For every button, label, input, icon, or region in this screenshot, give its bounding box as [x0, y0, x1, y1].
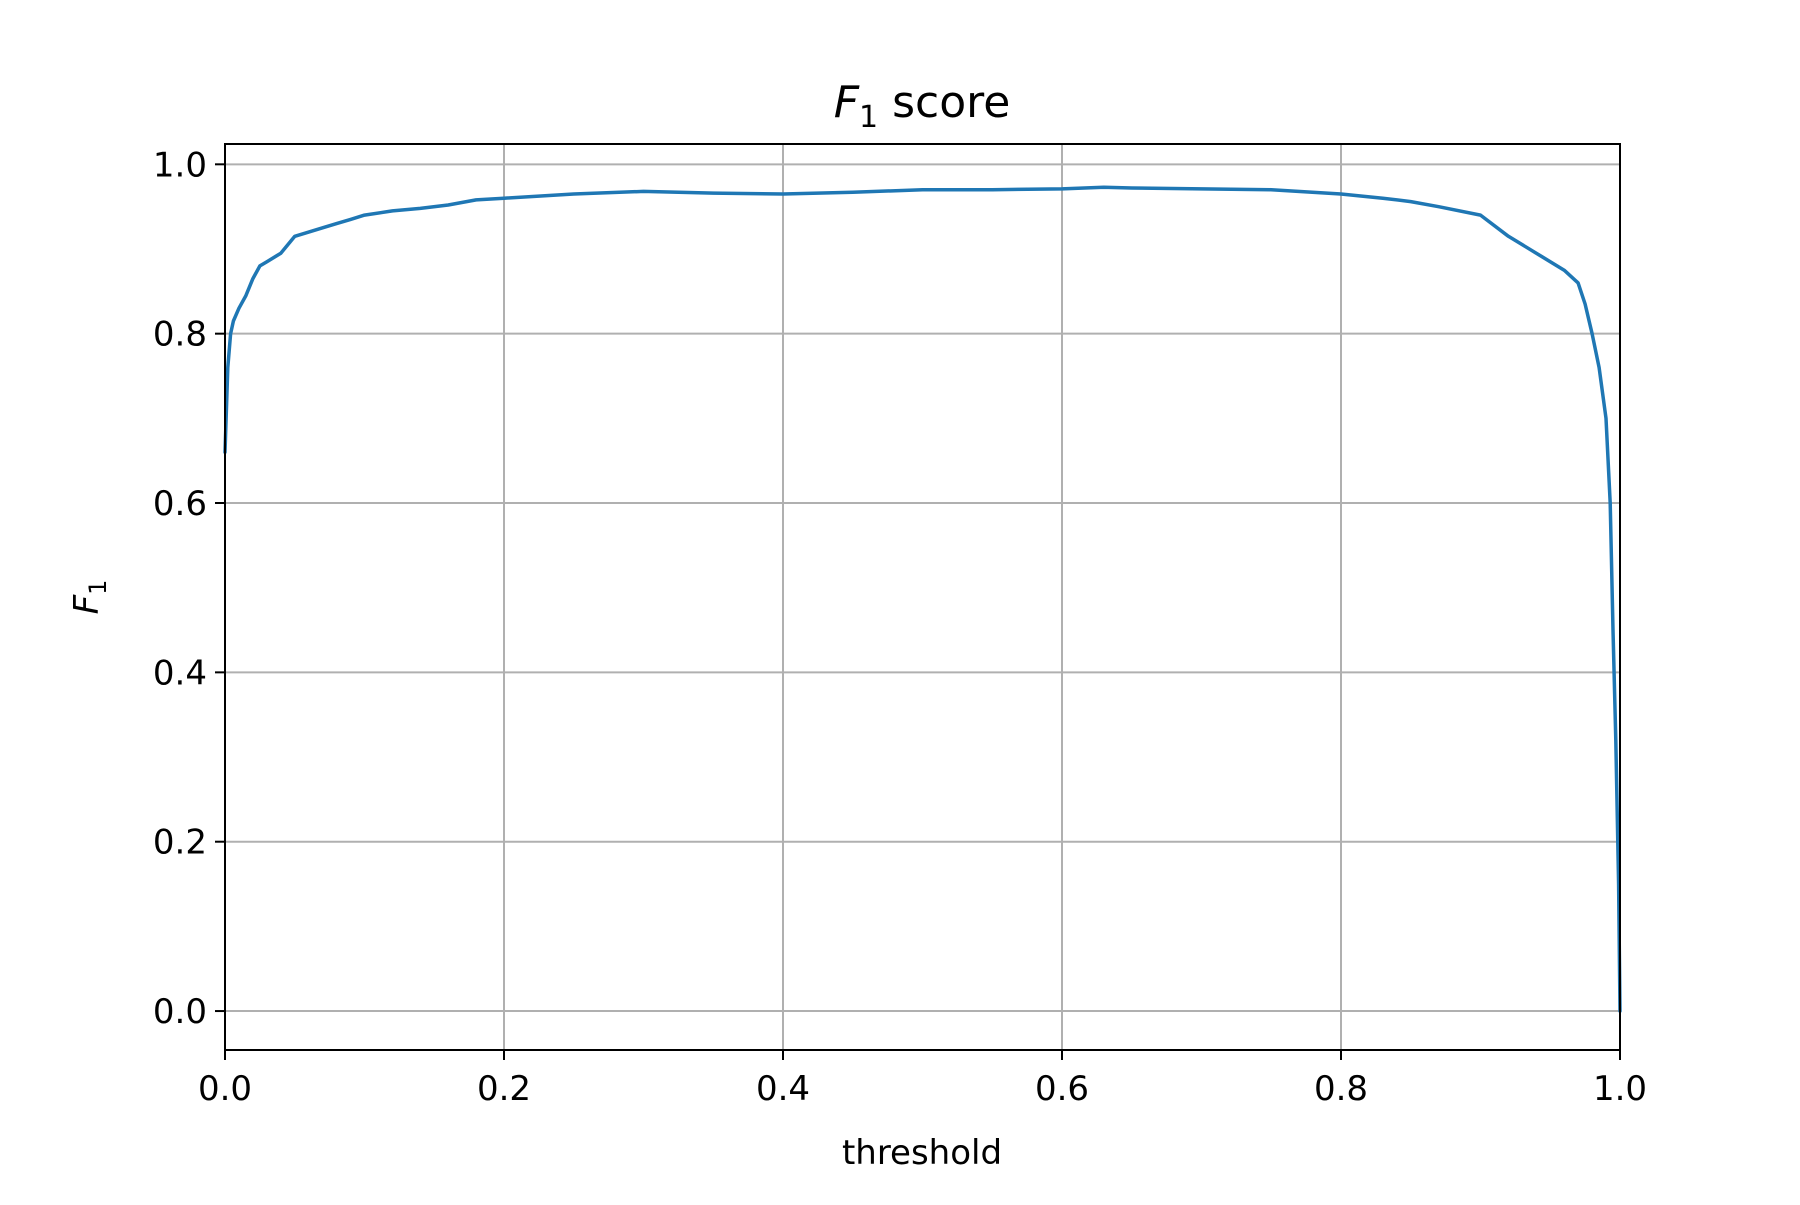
- axes-frame: [224, 143, 1621, 1051]
- y-tick-label: 0.0: [153, 992, 207, 1032]
- y-tick-label: 0.8: [153, 315, 207, 355]
- y-tick-label: 0.6: [153, 484, 207, 524]
- x-tick-label: 0.0: [198, 1069, 252, 1109]
- x-axis-label: threshold: [842, 1133, 1002, 1173]
- y-tick-label: 0.2: [153, 823, 207, 863]
- y-axis-label-symbol: F: [67, 594, 107, 614]
- chart-title-text: score: [878, 77, 1010, 128]
- chart-title-subscript: 1: [859, 100, 878, 135]
- ticks: 0.0 0.2 0.4 0.6 0.8 1.0 0.0 0.2 0.4 0.6 0.8 1.0: [153, 145, 1647, 1109]
- x-tick-label: 0.4: [756, 1069, 810, 1109]
- x-tick-label: 0.8: [1314, 1069, 1368, 1109]
- x-tick-label: 0.2: [477, 1069, 531, 1109]
- x-tick-label: 0.6: [1035, 1069, 1089, 1109]
- x-tick-label: 1.0: [1593, 1069, 1647, 1109]
- y-tick-label: 1.0: [153, 145, 207, 185]
- y-axis-label: F1: [67, 580, 112, 615]
- y-tick-label: 0.4: [153, 653, 207, 693]
- y-axis-label-subscript: 1: [84, 580, 112, 595]
- chart-title-symbol: F: [834, 77, 860, 128]
- chart-title: F1 score: [834, 77, 1011, 135]
- plot-lines: [223, 185, 1622, 1013]
- f1-series-line: [223, 185, 1622, 1013]
